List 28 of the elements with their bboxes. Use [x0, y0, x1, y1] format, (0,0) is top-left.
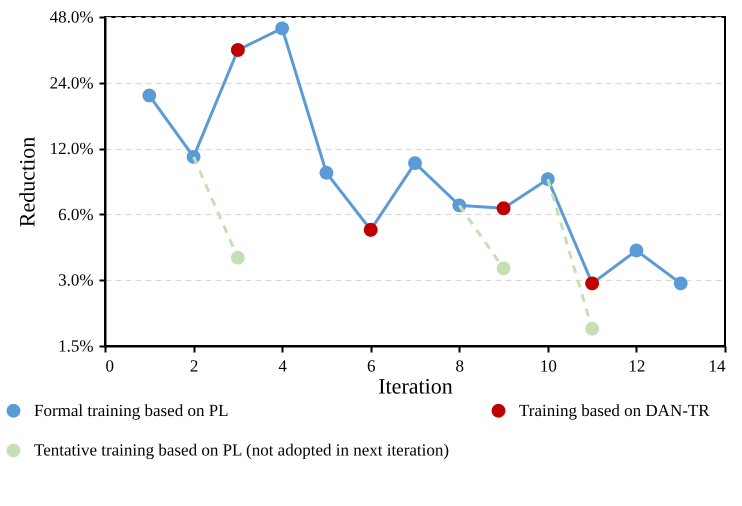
y-tick-label: 24.0%: [50, 73, 94, 92]
point: [275, 21, 290, 36]
point: [408, 156, 422, 170]
y-axis-title: Reduction: [14, 136, 40, 228]
x-tick-label: 6: [366, 356, 376, 376]
x-tick-label: 4: [278, 356, 288, 376]
x-tick-label: 2: [190, 356, 198, 376]
x-axis-title: Iteration: [378, 374, 453, 398]
y-tick-label: 48.0%: [50, 8, 94, 26]
y-tick-label: 12.0%: [50, 139, 94, 158]
point: [585, 322, 600, 336]
point: [320, 166, 334, 180]
legend-label: Formal training based on PL: [34, 400, 229, 420]
y-tick-label: 1.5%: [58, 336, 94, 356]
x-tick-label: 12: [628, 356, 646, 376]
point: [630, 244, 644, 258]
y-tick-label: 3.0%: [58, 270, 94, 290]
point: [142, 88, 156, 102]
point: [496, 261, 510, 276]
x-tick-label: 10: [540, 356, 557, 376]
legend-label: Tentative training based on PL (not adopted in next iteration): [34, 440, 450, 460]
point: [230, 250, 245, 265]
x-tick-label: 14: [708, 356, 726, 376]
legend-label: Training based on DAN-TR: [519, 400, 710, 420]
point: [674, 276, 688, 290]
y-tick-label: 6.0%: [58, 204, 94, 224]
x-tick-label: 0: [106, 356, 114, 376]
x-tick-label: 8: [456, 356, 464, 376]
